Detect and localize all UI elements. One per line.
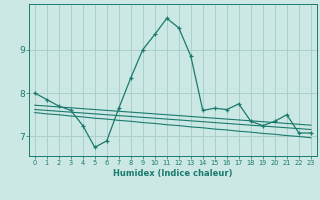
X-axis label: Humidex (Indice chaleur): Humidex (Indice chaleur) [113, 169, 233, 178]
